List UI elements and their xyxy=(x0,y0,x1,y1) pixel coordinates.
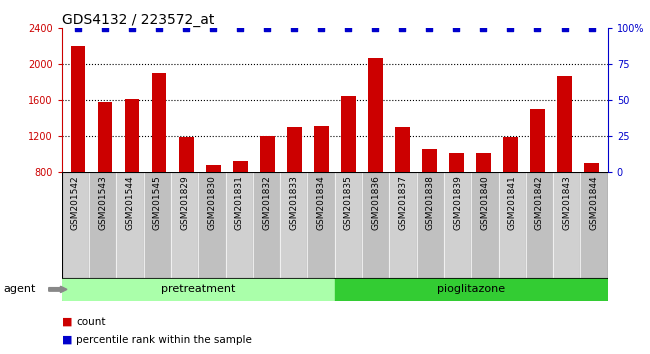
Text: percentile rank within the sample: percentile rank within the sample xyxy=(76,335,252,345)
Text: GDS4132 / 223572_at: GDS4132 / 223572_at xyxy=(62,13,214,27)
Bar xyxy=(503,137,518,172)
Bar xyxy=(226,172,253,278)
Bar xyxy=(280,172,307,278)
Text: GSM201829: GSM201829 xyxy=(180,175,189,230)
Bar xyxy=(116,172,144,278)
Bar xyxy=(151,73,166,172)
Text: agent: agent xyxy=(3,284,36,295)
Bar xyxy=(584,163,599,172)
Point xyxy=(559,25,569,31)
Bar xyxy=(471,172,499,278)
Text: pretreatment: pretreatment xyxy=(161,284,235,295)
Bar xyxy=(179,137,194,172)
Bar xyxy=(144,172,171,278)
Bar xyxy=(89,172,116,278)
Bar xyxy=(362,172,389,278)
Point xyxy=(586,25,597,31)
Bar xyxy=(417,172,444,278)
Bar xyxy=(98,102,112,172)
Text: GSM201841: GSM201841 xyxy=(508,175,517,230)
Bar xyxy=(499,172,526,278)
Point xyxy=(505,25,515,31)
Text: GSM201832: GSM201832 xyxy=(262,175,271,230)
Bar xyxy=(557,76,572,172)
Point xyxy=(289,25,300,31)
Bar xyxy=(449,153,464,172)
Text: GSM201834: GSM201834 xyxy=(317,175,326,230)
Point xyxy=(154,25,164,31)
Point xyxy=(127,25,137,31)
Bar xyxy=(368,58,383,172)
Bar xyxy=(335,279,607,300)
Text: GSM201833: GSM201833 xyxy=(289,175,298,230)
Bar xyxy=(287,127,302,172)
Bar xyxy=(260,136,274,172)
Text: GSM201837: GSM201837 xyxy=(398,175,408,230)
Text: GSM201838: GSM201838 xyxy=(426,175,435,230)
Bar xyxy=(198,172,226,278)
Text: GSM201840: GSM201840 xyxy=(480,175,489,230)
Bar xyxy=(171,172,198,278)
Text: GSM201843: GSM201843 xyxy=(562,175,571,230)
Text: GSM201835: GSM201835 xyxy=(344,175,353,230)
Point xyxy=(451,25,462,31)
Bar xyxy=(253,172,280,278)
Text: GSM201543: GSM201543 xyxy=(98,175,107,230)
Text: GSM201836: GSM201836 xyxy=(371,175,380,230)
Text: ■: ■ xyxy=(62,317,72,327)
Text: GSM201544: GSM201544 xyxy=(125,175,135,229)
Bar xyxy=(314,126,329,172)
Text: GSM201842: GSM201842 xyxy=(535,175,544,229)
Bar xyxy=(389,172,417,278)
Point xyxy=(262,25,272,31)
Point xyxy=(370,25,380,31)
Bar xyxy=(553,172,580,278)
Bar xyxy=(62,172,89,278)
Point xyxy=(235,25,245,31)
Point xyxy=(478,25,489,31)
Text: GSM201839: GSM201839 xyxy=(453,175,462,230)
Bar xyxy=(125,99,140,172)
Text: GSM201542: GSM201542 xyxy=(71,175,80,229)
Bar xyxy=(444,172,471,278)
Point xyxy=(100,25,110,31)
Bar xyxy=(580,172,608,278)
Point xyxy=(424,25,435,31)
Point xyxy=(397,25,408,31)
Bar xyxy=(341,96,356,172)
Bar xyxy=(205,165,220,172)
Point xyxy=(181,25,191,31)
Text: pioglitazone: pioglitazone xyxy=(437,284,505,295)
Text: GSM201844: GSM201844 xyxy=(590,175,599,229)
Bar xyxy=(335,172,362,278)
Bar xyxy=(395,127,410,172)
Point xyxy=(532,25,543,31)
Text: GSM201545: GSM201545 xyxy=(153,175,162,230)
Bar xyxy=(422,149,437,172)
Point xyxy=(73,25,83,31)
Point xyxy=(208,25,218,31)
Point xyxy=(316,25,326,31)
Text: GSM201830: GSM201830 xyxy=(207,175,216,230)
Bar xyxy=(233,161,248,172)
Bar xyxy=(476,153,491,172)
Text: count: count xyxy=(76,317,105,327)
Bar xyxy=(530,109,545,172)
Bar xyxy=(62,279,334,300)
Bar xyxy=(526,172,553,278)
Bar xyxy=(71,46,85,172)
Point xyxy=(343,25,354,31)
Text: ■: ■ xyxy=(62,335,72,345)
Text: GSM201831: GSM201831 xyxy=(235,175,244,230)
Bar xyxy=(307,172,335,278)
